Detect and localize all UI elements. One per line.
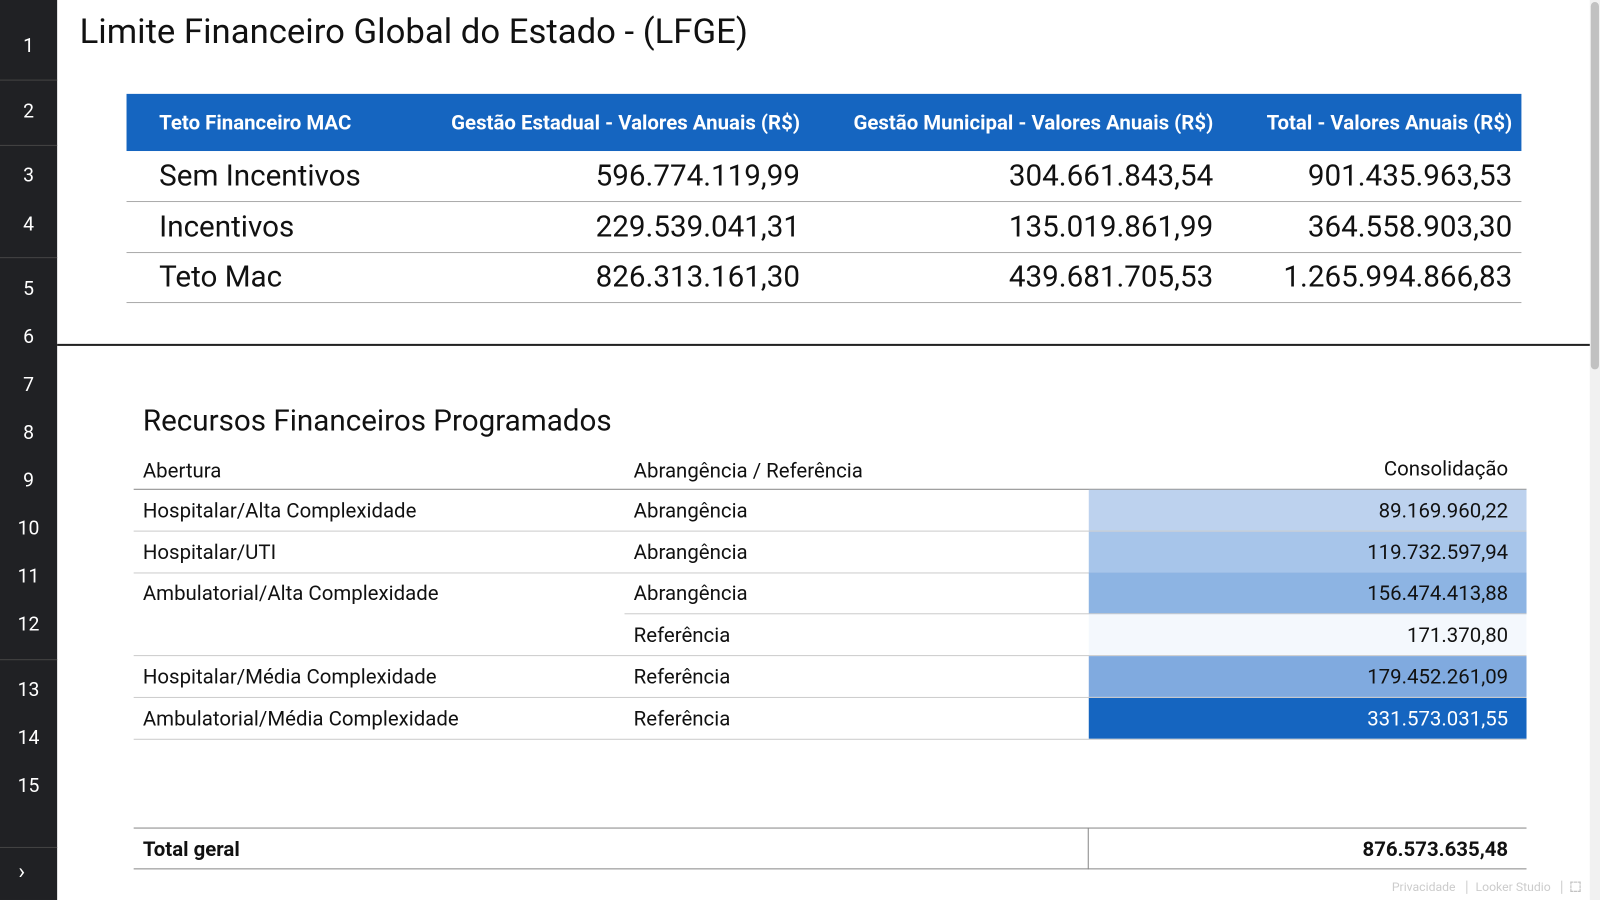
row-divider xyxy=(133,696,1527,698)
row-divider xyxy=(133,655,1527,657)
column-header: Consolidação xyxy=(1383,456,1509,481)
page-number[interactable]: 2 xyxy=(23,98,35,123)
heat-cell xyxy=(1088,614,1527,656)
abrangencia-cell: Abrangência xyxy=(633,497,748,523)
expand-arrow[interactable]: › xyxy=(18,859,26,885)
page-number[interactable]: 9 xyxy=(23,468,35,492)
row-divider xyxy=(126,251,1522,253)
page-number[interactable]: 13 xyxy=(17,677,40,702)
nav-separator xyxy=(0,846,58,848)
table-cell: 364.558.903,30 xyxy=(1307,209,1513,245)
consolidacao-cell: 119.732.597,94 xyxy=(1367,539,1509,564)
column-header: Teto Financeiro MAC xyxy=(159,110,352,135)
report-title: Limite Financeiro Global do Estado - (LF… xyxy=(79,11,748,53)
abertura-cell: Ambulatorial/Média Complexidade xyxy=(142,705,459,731)
table-cell: 439.681.705,53 xyxy=(1008,260,1214,296)
abrangencia-cell: Abrangência xyxy=(633,539,748,564)
section-title: Recursos Financeiros Programados xyxy=(142,404,612,439)
total-divider xyxy=(133,868,1527,870)
page-navigation: 1 2 3 4 5 6 7 8 9 10 11 12 13 14 15 › xyxy=(0,0,58,900)
nav-separator xyxy=(0,79,58,81)
consolidacao-cell: 171.370,80 xyxy=(1406,622,1509,648)
page-number[interactable]: 6 xyxy=(23,324,35,348)
header-divider xyxy=(133,488,1527,490)
table-cell: 901.435.963,53 xyxy=(1307,159,1513,194)
total-divider xyxy=(133,827,1527,829)
row-divider xyxy=(126,302,1522,304)
table-cell: Sem Incentivos xyxy=(159,159,361,194)
table-cell: 1.265.994.866,83 xyxy=(1283,260,1513,296)
row-divider xyxy=(133,530,1527,532)
heat-cell xyxy=(1088,572,1527,615)
consolidacao-cell: 179.452.261,09 xyxy=(1367,664,1509,689)
page-number[interactable]: 14 xyxy=(17,725,40,749)
table-header-bg xyxy=(126,93,1522,152)
abertura-cell: Ambulatorial/Alta Complexidade xyxy=(142,581,439,606)
scrollbar-thumb[interactable] xyxy=(1590,2,1599,370)
table-cell: 135.019.861,99 xyxy=(1008,209,1214,245)
nav-separator xyxy=(0,659,58,661)
heat-cell xyxy=(1088,489,1527,532)
table-cell: Teto Mac xyxy=(159,260,283,296)
heat-cell xyxy=(1088,655,1527,698)
page-number[interactable]: 12 xyxy=(17,612,40,636)
fullscreen-icon[interactable] xyxy=(1570,881,1581,892)
page-number[interactable]: 1 xyxy=(23,33,35,58)
total-label: Total geral xyxy=(142,836,240,862)
table-cell: 826.313.161,30 xyxy=(595,260,800,296)
consolidacao-cell: 156.474.413,88 xyxy=(1367,581,1509,606)
page-number[interactable]: 7 xyxy=(23,372,35,396)
abertura-cell: Hospitalar/Média Complexidade xyxy=(142,664,437,689)
scrollbar[interactable] xyxy=(1589,0,1600,900)
table-cell: 596.774.119,99 xyxy=(595,159,800,194)
abrangencia-cell: Referência xyxy=(633,664,731,689)
consolidacao-cell: 89.169.960,22 xyxy=(1378,497,1509,523)
privacy-link[interactable]: Privacidade xyxy=(1391,879,1456,894)
abrangencia-cell: Referência xyxy=(633,622,731,648)
total-value: 876.573.635,48 xyxy=(1362,836,1509,862)
column-header: Abrangência / Referência xyxy=(633,458,863,483)
abrangencia-cell: Abrangência xyxy=(633,581,748,606)
table-cell: 304.661.843,54 xyxy=(1008,159,1214,194)
divider xyxy=(57,343,1592,346)
page-number[interactable]: 5 xyxy=(23,276,35,300)
row-divider xyxy=(624,613,1527,615)
page-number[interactable]: 11 xyxy=(17,564,40,588)
looker-link[interactable]: Looker Studio xyxy=(1475,879,1551,894)
abrangencia-cell: Referência xyxy=(633,705,731,731)
row-divider xyxy=(133,572,1527,574)
row-divider xyxy=(133,738,1527,740)
row-divider xyxy=(126,201,1522,203)
total-col-divider xyxy=(1087,827,1089,870)
column-header: Gestão Municipal - Valores Anuais (R$) xyxy=(853,110,1214,135)
table-cell: 229.539.041,31 xyxy=(595,209,800,245)
table-cell: Incentivos xyxy=(159,209,295,245)
consolidacao-cell: 331.573.031,55 xyxy=(1367,705,1509,731)
page-number[interactable]: 15 xyxy=(17,773,40,797)
nav-separator xyxy=(0,144,58,146)
column-header: Gestão Estadual - Valores Anuais (R$) xyxy=(451,110,800,135)
footer-sep xyxy=(1561,880,1563,894)
page-number[interactable]: 3 xyxy=(23,163,35,187)
page-number[interactable]: 10 xyxy=(17,516,40,540)
heat-cell xyxy=(1088,697,1527,739)
nav-separator xyxy=(0,257,58,259)
page-number[interactable]: 4 xyxy=(23,212,35,236)
heat-cell xyxy=(1088,531,1527,573)
abertura-cell: Hospitalar/Alta Complexidade xyxy=(142,497,417,523)
column-header: Total - Valores Anuais (R$) xyxy=(1266,110,1513,135)
footer-sep xyxy=(1466,880,1468,894)
abertura-cell: Hospitalar/UTI xyxy=(142,539,277,564)
column-header: Abertura xyxy=(142,458,222,483)
page-number[interactable]: 8 xyxy=(23,420,35,444)
